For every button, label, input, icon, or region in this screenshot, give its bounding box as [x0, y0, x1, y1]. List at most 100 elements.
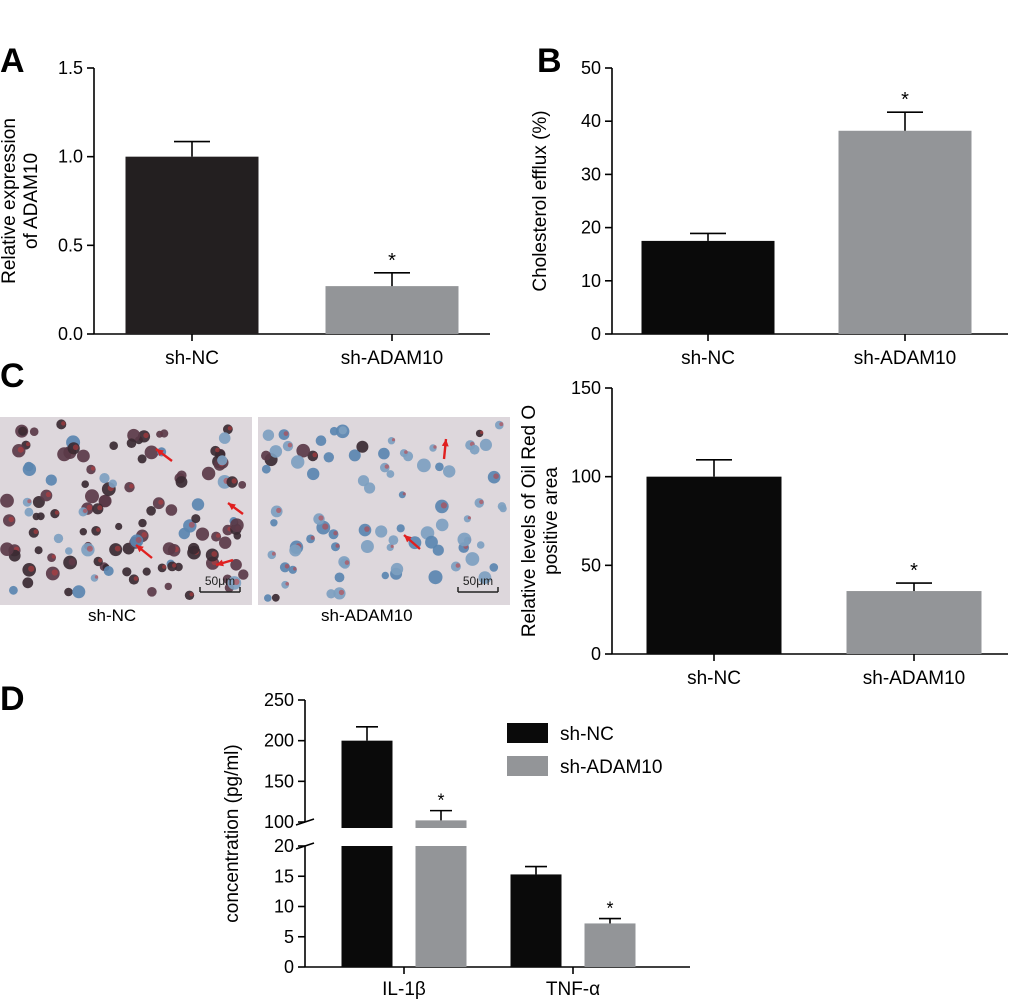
bar-sh-adam10-0-upper: [415, 820, 467, 828]
bar-sh-adam10: [846, 591, 982, 654]
lipid-droplet: [158, 499, 164, 505]
x-tick-label: sh-NC: [165, 348, 219, 369]
y-tick-label: 0: [591, 644, 601, 664]
bar-sh-adam10: [838, 130, 972, 334]
lipid-droplet: [211, 551, 218, 557]
lipid-droplet: [86, 545, 93, 552]
bar-sh-adam10: [325, 286, 459, 334]
cell: [432, 544, 444, 556]
cell: [443, 465, 456, 478]
y-axis-label: concentration (pg/ml): [222, 744, 243, 922]
cell: [334, 572, 345, 583]
cell: [388, 535, 399, 545]
y-tick-label: 1.0: [58, 147, 83, 167]
y-tick-label: 50: [581, 58, 601, 78]
lipid-droplet: [391, 438, 396, 442]
lipid-droplet: [390, 544, 394, 548]
lipid-droplet: [455, 563, 461, 568]
lipid-droplet: [26, 442, 30, 447]
significance-mark: *: [388, 250, 396, 272]
lipid-droplet: [227, 426, 233, 431]
y-axis-label: Cholesterol efflux (%): [530, 110, 551, 291]
x-tick-label: sh-ADAM10: [854, 348, 956, 369]
cell: [264, 594, 272, 602]
lipid-droplet: [384, 464, 389, 469]
cell: [178, 527, 190, 540]
cell: [262, 429, 275, 441]
cell: [45, 474, 57, 486]
lipid-droplet: [404, 450, 408, 454]
cell: [122, 567, 132, 577]
lipid-droplet: [72, 444, 79, 451]
lipid-droplet: [335, 543, 340, 548]
cell: [137, 454, 147, 464]
legend-swatch: [507, 756, 548, 776]
cell: [291, 455, 305, 469]
bar-sh-nc: [646, 476, 782, 654]
y-tick-label: 10: [274, 897, 294, 917]
cell: [435, 518, 449, 532]
cell: [479, 438, 492, 451]
y-tick-label: 20: [274, 836, 294, 856]
lipid-droplet: [51, 554, 56, 559]
significance-mark: *: [437, 791, 444, 811]
x-tick-label: sh-ADAM10: [863, 668, 965, 689]
cell: [323, 452, 334, 463]
lipid-droplet: [188, 521, 195, 528]
lipid-droplet: [310, 535, 315, 540]
lipid-droplet: [215, 447, 220, 453]
cell: [261, 464, 271, 474]
cell: [22, 462, 37, 476]
arrow-icon: [216, 559, 224, 567]
cell: [238, 569, 249, 580]
cell: [289, 544, 302, 557]
cell: [497, 502, 507, 511]
lipid-droplet: [17, 446, 24, 453]
cell: [218, 432, 231, 444]
cell: [338, 426, 347, 435]
panel-letter-b: B: [537, 42, 562, 80]
cell: [386, 470, 395, 478]
lipid-droplet: [143, 432, 149, 439]
cell: [360, 540, 374, 553]
cell: [469, 444, 480, 455]
x-tick-label: sh-NC: [681, 348, 735, 369]
lipid-droplet: [141, 532, 148, 538]
cell: [238, 481, 247, 489]
x-tick-label: IL-1β: [382, 979, 426, 1000]
chart-panel-d: 100 150 200 250 0 5 10 15 20 concentration (pg/ml…: [222, 690, 690, 1000]
lipid-droplet: [135, 537, 142, 543]
y-tick-label: 150: [264, 771, 294, 791]
lipid-droplet: [86, 504, 93, 511]
y-tick-label: 20: [581, 218, 601, 238]
cell: [24, 507, 34, 517]
lipid-droplet: [271, 551, 276, 556]
cell: [195, 527, 210, 541]
cell: [0, 542, 14, 556]
cell: [296, 443, 310, 458]
y-tick-label: 0.0: [58, 324, 83, 344]
lipid-droplet: [51, 569, 58, 576]
legend-label: sh-NC: [560, 724, 614, 745]
lipid-droplet: [283, 431, 289, 436]
cell: [65, 547, 73, 555]
lipid-droplet: [83, 508, 88, 513]
panel-letter-c: C: [0, 357, 25, 395]
y-tick-label: 40: [581, 111, 601, 131]
cell: [34, 546, 43, 555]
cell: [478, 571, 492, 584]
lipid-droplet: [287, 442, 293, 448]
lipid-droplet: [293, 567, 297, 571]
y-tick-label: 10: [581, 271, 601, 291]
micrograph-label-sh-adam10: sh-ADAM10: [321, 606, 413, 625]
bar-sh-nc-0-lower: [341, 846, 393, 967]
significance-mark: *: [910, 560, 918, 582]
y-tick-label: 100: [264, 812, 294, 832]
lipid-droplet: [402, 492, 406, 496]
micrograph-sh-adam10: 50μm: [258, 417, 510, 605]
scale-bar-label: 50μm: [463, 574, 493, 588]
cell: [188, 542, 200, 555]
bar-sh-nc-0-upper: [341, 740, 393, 828]
cell: [53, 533, 64, 544]
